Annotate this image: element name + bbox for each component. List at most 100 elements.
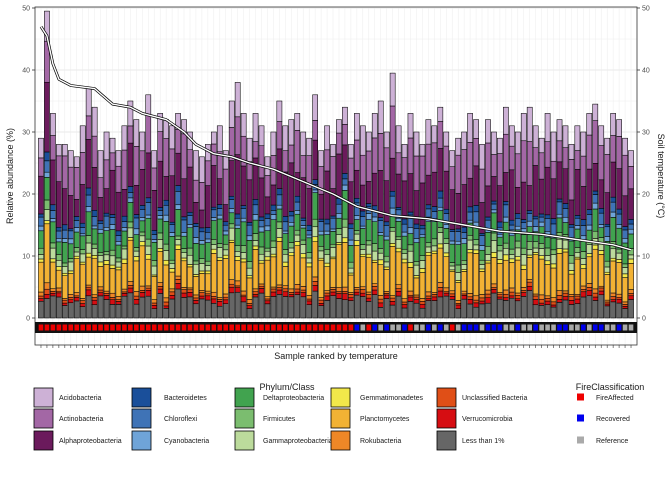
fire-strip-background [35, 322, 637, 333]
bar-segment [389, 304, 396, 319]
bar-segment [97, 255, 104, 263]
bar-segment [97, 289, 104, 293]
bar-segment [181, 133, 187, 180]
fire-marker-reference [390, 324, 395, 331]
bar-segment [228, 208, 235, 214]
bar-segment [461, 226, 467, 233]
bar-segment [514, 213, 521, 219]
bar-segment [258, 216, 265, 221]
bar-segment [109, 292, 116, 298]
bar-segment [508, 287, 515, 293]
bar-segment [282, 230, 289, 234]
bar-segment [354, 233, 360, 241]
bar-segment [467, 293, 473, 298]
bar-segment [294, 245, 301, 285]
bar-segment [127, 221, 134, 229]
bar-segment [538, 152, 545, 180]
bar-segment [38, 230, 44, 249]
bar-segment [497, 259, 503, 264]
bar-segment [497, 236, 503, 246]
bar-segment [318, 297, 324, 301]
legend-fire-marker [577, 436, 584, 444]
bar-segment [312, 218, 318, 228]
bar-segment [157, 131, 164, 162]
bar-segment [330, 217, 336, 230]
bar-segment [473, 302, 479, 308]
bar-segment [288, 211, 295, 217]
fire-marker-reference [539, 324, 544, 331]
bar-segment [115, 261, 122, 268]
bar-segment [485, 260, 491, 264]
fire-marker-reference [414, 324, 419, 331]
bar-segment [455, 137, 462, 156]
bar-segment [526, 213, 533, 222]
bar-segment [526, 257, 533, 280]
bar-segment [354, 215, 360, 220]
bar-segment [586, 113, 593, 136]
bar-segment [503, 247, 509, 256]
bar-segment [157, 248, 164, 252]
bar-segment [461, 269, 467, 272]
bar-segment [616, 302, 622, 319]
bar-segment [395, 251, 402, 285]
bar-segment [544, 264, 551, 297]
legend-label: Rokubacteria [360, 438, 401, 445]
bar-segment [586, 244, 593, 254]
bar-segment [461, 290, 467, 295]
bar-segment [526, 254, 533, 258]
bar-segment [103, 212, 110, 217]
bar-segment [443, 287, 450, 292]
bar-segment [622, 308, 628, 319]
bar-segment [419, 298, 426, 302]
bar-segment [258, 226, 265, 233]
bar-segment [437, 290, 444, 298]
bar-segment [258, 177, 265, 218]
legend-phylum-title: Phylum/Class [259, 382, 315, 392]
bar-segment [228, 286, 235, 294]
bar-segment [44, 177, 50, 201]
fire-marker-recovered [485, 324, 491, 331]
bar-segment [216, 243, 223, 248]
bar-segment [85, 286, 92, 291]
bar-segment [550, 304, 557, 308]
bar-segment [288, 144, 295, 164]
fire-marker-fireaffected [205, 324, 211, 331]
bar-segment [163, 250, 169, 261]
bar-segment [485, 142, 491, 187]
bar-segment [270, 256, 277, 288]
bar-segment [115, 269, 122, 297]
bar-segment [467, 252, 473, 294]
bar-segment [270, 247, 277, 255]
bar-segment [532, 226, 539, 232]
bar-segment [622, 267, 628, 275]
bar-segment [544, 218, 551, 232]
bar-segment [216, 218, 223, 244]
bar-segment [240, 290, 247, 296]
bar-segment [479, 168, 485, 203]
bar-segment [413, 302, 420, 319]
bar-segment [538, 248, 545, 256]
bar-segment [413, 275, 420, 279]
bar-segment [50, 135, 56, 161]
bar-segment [282, 171, 289, 217]
bar-segment [437, 227, 444, 233]
bar-segment [479, 235, 485, 246]
bar-segment [628, 233, 634, 249]
bar-segment [479, 264, 485, 270]
bar-segment [97, 232, 104, 253]
bar-segment [526, 220, 533, 227]
bar-segment [115, 296, 122, 300]
fire-marker-reference [479, 324, 485, 331]
y-axis-title: Relative abundance (%) [5, 128, 15, 224]
bar-segment [199, 273, 205, 291]
fire-marker-reference [569, 324, 574, 331]
bar-segment [210, 239, 217, 245]
bar-segment [79, 152, 86, 185]
fire-marker-fireaffected [408, 324, 413, 331]
bar-segment [121, 149, 128, 190]
bar-segment [121, 230, 128, 247]
bar-segment [151, 265, 158, 276]
bar-segment [443, 131, 450, 147]
bar-segment [187, 254, 193, 265]
bar-segment [348, 300, 354, 319]
